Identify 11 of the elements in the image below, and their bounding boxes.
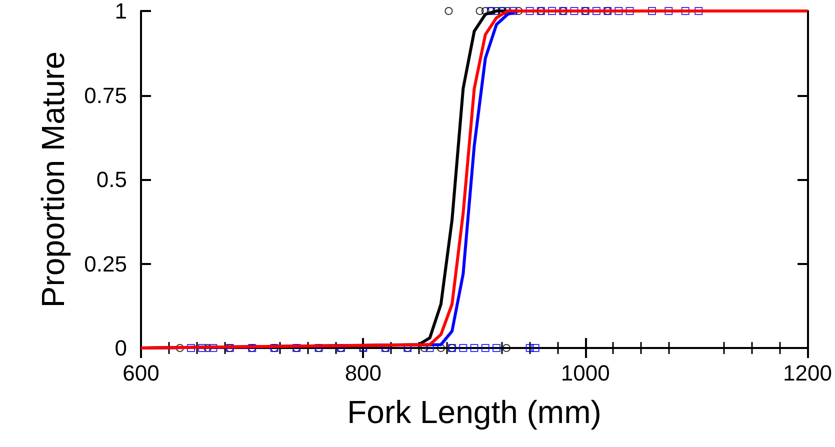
x-axis-title: Fork Length (mm)	[347, 394, 602, 430]
x-tick-label: 600	[122, 360, 160, 386]
y-axis-title: Proportion Mature	[35, 51, 71, 308]
y-tick-label: 0.75	[84, 82, 127, 108]
y-tick-label: 0.5	[96, 167, 127, 192]
x-tick-label: 800	[344, 360, 382, 386]
y-tick-label: 1	[114, 0, 127, 24]
x-tick-label: 1200	[783, 360, 832, 386]
x-tick-label: 1000	[560, 360, 610, 386]
y-tick-label: 0.25	[84, 251, 127, 276]
y-tick-label: 0	[114, 336, 127, 360]
